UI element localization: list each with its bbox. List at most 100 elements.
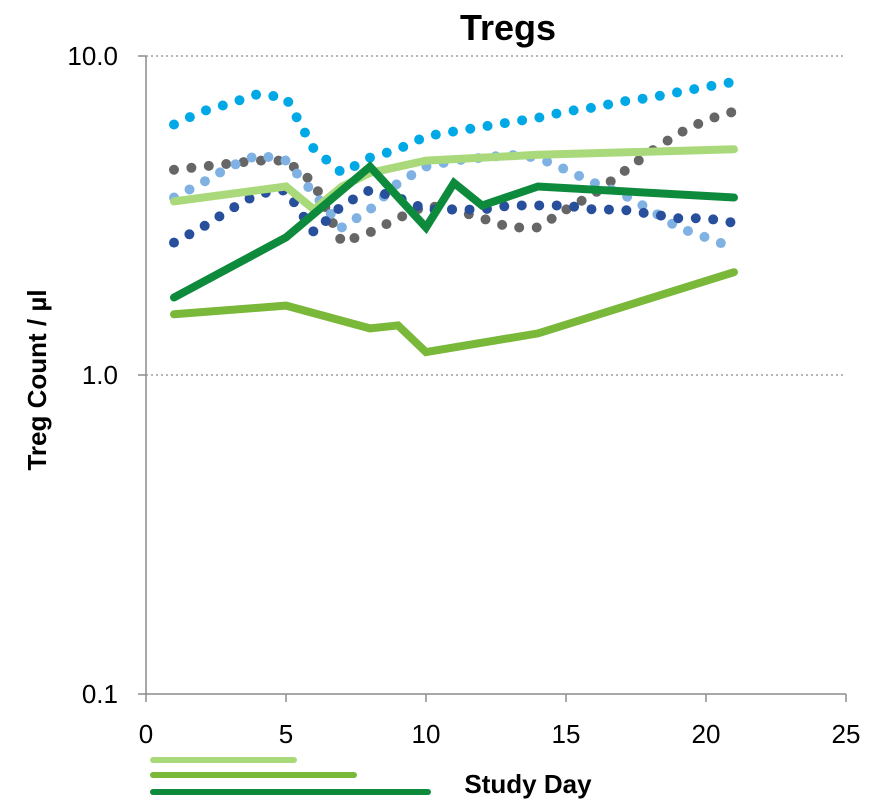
- series-dot: [725, 217, 736, 228]
- series-dot: [497, 219, 508, 230]
- series-dot: [689, 84, 700, 95]
- series-dot: [398, 141, 409, 152]
- series-dot: [280, 155, 291, 166]
- series-dot: [531, 222, 542, 233]
- series-dot: [333, 203, 344, 214]
- series-dot: [517, 115, 528, 126]
- series-dot: [662, 135, 673, 146]
- series-dot: [349, 161, 360, 172]
- x-tick-label: 20: [692, 719, 721, 749]
- series-dot: [448, 126, 459, 137]
- series-dot: [199, 220, 210, 231]
- series-dot: [365, 152, 376, 163]
- series-dot: [381, 219, 392, 230]
- series-dot: [654, 90, 665, 101]
- series-dot: [203, 160, 214, 171]
- series-dot: [708, 214, 719, 225]
- x-tick-label: 5: [279, 719, 293, 749]
- series-dot: [551, 200, 562, 211]
- series-dot: [546, 213, 557, 224]
- series-dot: [308, 226, 319, 237]
- legend: [150, 757, 431, 795]
- series-dot: [561, 204, 572, 215]
- series-dot: [325, 208, 336, 219]
- series-dot: [263, 151, 274, 162]
- series-dot: [214, 211, 225, 222]
- series-dot: [677, 126, 688, 137]
- x-tick-label: 0: [139, 719, 153, 749]
- series-dot: [715, 238, 726, 249]
- series-dot: [499, 118, 510, 129]
- series-dot: [234, 95, 245, 106]
- series-dot: [336, 222, 347, 233]
- y-tick-label: 10.0: [67, 41, 118, 71]
- x-tick-label: 25: [832, 719, 861, 749]
- series-dot: [586, 204, 597, 215]
- series-dot: [184, 229, 195, 240]
- series-dot: [464, 204, 475, 215]
- series-dot: [273, 155, 284, 166]
- series-dot: [723, 77, 734, 88]
- y-tick-label: 0.1: [82, 679, 118, 709]
- series-dot: [699, 231, 710, 242]
- series-dot: [514, 222, 525, 233]
- series-dot: [430, 129, 441, 140]
- chart-title: Tregs: [460, 7, 556, 48]
- series-dotted: [169, 77, 734, 176]
- series-dot: [381, 147, 392, 158]
- series-dot: [558, 163, 569, 174]
- series-dot: [603, 204, 614, 215]
- series-dot: [283, 96, 294, 107]
- x-tick-label: 10: [412, 719, 441, 749]
- series-dot: [576, 195, 587, 206]
- series-dot: [349, 233, 360, 244]
- series-dot: [620, 96, 631, 107]
- series-dot: [321, 154, 332, 165]
- series-dot: [499, 201, 510, 212]
- series-dot: [217, 100, 228, 111]
- series-dot: [516, 200, 527, 211]
- series-dot: [302, 172, 313, 183]
- series-dot: [221, 158, 232, 169]
- series-dot: [605, 176, 616, 187]
- series-dot: [334, 165, 345, 176]
- series-dot: [303, 181, 314, 192]
- series-dot: [363, 186, 374, 197]
- series-dot: [619, 165, 630, 176]
- series-dot: [706, 80, 717, 91]
- series-dot: [251, 89, 262, 100]
- series-dot: [184, 184, 195, 195]
- series-dot: [229, 202, 240, 213]
- series-dot: [603, 99, 614, 110]
- series-dot: [268, 91, 279, 102]
- series-dot: [244, 193, 255, 204]
- y-axis-label: Treg Count / µl: [22, 289, 52, 470]
- series-dot: [365, 226, 376, 237]
- series-dot: [551, 108, 562, 119]
- series-dot: [655, 210, 666, 221]
- x-axis-label: Study Day: [464, 769, 592, 799]
- series-dot: [638, 207, 649, 218]
- series-dot: [215, 167, 226, 178]
- series-dot: [693, 118, 704, 129]
- series-dot: [690, 213, 701, 224]
- series-layer: [169, 77, 738, 357]
- series-dot: [480, 214, 491, 225]
- series-dot: [709, 112, 720, 123]
- series-dot: [568, 105, 579, 116]
- series-dot: [534, 112, 545, 123]
- series-dot: [291, 168, 302, 179]
- series-dot: [637, 200, 648, 211]
- series-dot: [637, 93, 648, 104]
- series-dot: [184, 112, 195, 123]
- series-dot: [335, 233, 346, 244]
- series-dot: [351, 213, 362, 224]
- series-dot: [406, 170, 417, 181]
- series-dot: [397, 211, 408, 222]
- series-dot: [169, 237, 179, 248]
- x-tick-label: 15: [552, 719, 581, 749]
- series-line: [170, 161, 738, 302]
- series-dot: [672, 87, 683, 98]
- series-dot: [542, 156, 553, 167]
